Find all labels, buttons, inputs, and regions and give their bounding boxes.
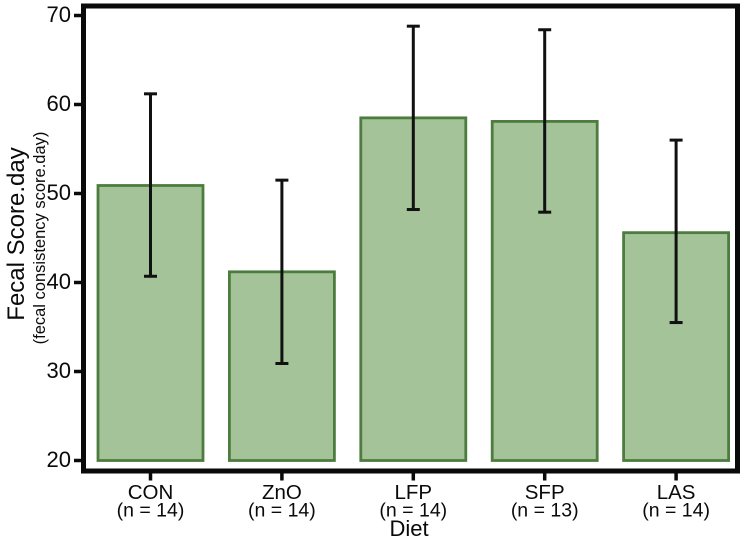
category-sublabel-lfp: (n = 14) <box>379 500 447 522</box>
error-bar-lfp <box>406 24 420 212</box>
category-sublabel-sfp: (n = 13) <box>511 500 579 522</box>
category-sublabel-las: (n = 14) <box>642 500 710 522</box>
category-label-zno: ZnO <box>262 481 302 504</box>
y-axis-subtitle: (fecal consistency score.day) <box>31 132 49 345</box>
y-tick-label-30: 30 <box>47 358 71 383</box>
y-tick-label-70: 70 <box>47 2 71 27</box>
error-bar-las <box>669 138 683 325</box>
error-bar-sfp <box>538 28 552 214</box>
bar-sfp <box>490 120 599 462</box>
error-bar-zno <box>275 178 289 365</box>
y-tick-label-50: 50 <box>47 180 71 205</box>
y-tick-label-60: 60 <box>47 91 71 116</box>
y-tick-label-40: 40 <box>47 269 71 294</box>
error-bar-con <box>144 92 157 278</box>
plot-frame <box>81 3 740 474</box>
y-axis-title: Fecal Score.day <box>3 147 30 320</box>
x-axis-title: Diet <box>389 516 428 539</box>
bar-las <box>622 231 730 462</box>
category-label-las: LAS <box>657 481 696 504</box>
category-label-sfp: SFP <box>525 481 565 504</box>
y-tick-label-20: 20 <box>47 447 71 472</box>
category-label-lfp: LFP <box>394 481 432 504</box>
category-sublabel-con: (n = 14) <box>117 500 185 522</box>
category-label-con: CON <box>128 481 174 504</box>
category-sublabel-zno: (n = 14) <box>248 500 316 522</box>
